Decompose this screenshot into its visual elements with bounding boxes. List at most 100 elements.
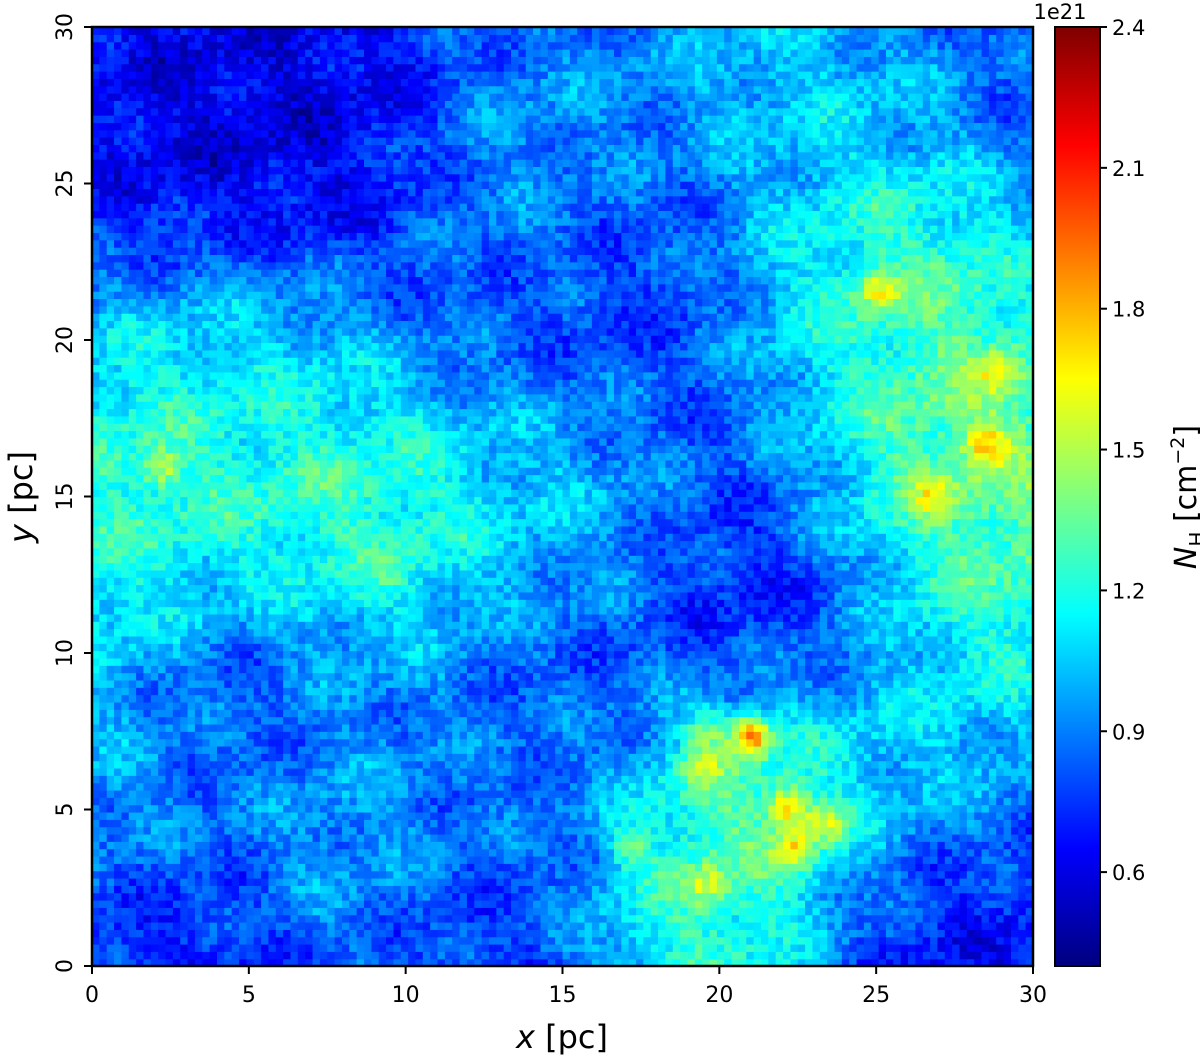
heatmap-cell [952, 738, 961, 747]
heatmap-cell [555, 679, 564, 688]
heatmap-cell [459, 789, 468, 798]
heatmap-cell [216, 731, 225, 740]
heatmap-cell [341, 958, 350, 967]
heatmap-cell [621, 767, 630, 776]
heatmap-cell [805, 738, 814, 747]
heatmap-cell [319, 826, 328, 835]
heatmap-cell [106, 863, 115, 872]
heatmap-cell [849, 782, 858, 791]
heatmap-cell [99, 921, 108, 930]
heatmap-cell [128, 672, 137, 681]
heatmap-cell [533, 951, 542, 960]
heatmap-cell [297, 921, 306, 930]
heatmap-cell [1003, 848, 1012, 857]
heatmap-cell [621, 848, 630, 857]
heatmap-cell [996, 687, 1005, 696]
heatmap-cell [533, 943, 542, 952]
heatmap-cell [408, 679, 417, 688]
heatmap-cell [812, 716, 821, 725]
heatmap-cell [1025, 679, 1034, 688]
heatmap-cell [775, 826, 784, 835]
heatmap-cell [246, 797, 255, 806]
heatmap-cell [863, 804, 872, 813]
heatmap-cell [584, 826, 593, 835]
heatmap-cell [415, 753, 424, 762]
heatmap-cell [797, 943, 806, 952]
heatmap-cell [797, 877, 806, 886]
heatmap-cell [893, 760, 902, 769]
heatmap-cell [716, 826, 725, 835]
heatmap-cell [680, 804, 689, 813]
heatmap-cell [1003, 694, 1012, 703]
heatmap-cell [893, 907, 902, 916]
heatmap-cell [305, 936, 314, 945]
heatmap-cell [768, 723, 777, 732]
heatmap-cell [305, 929, 314, 938]
heatmap-cell [988, 885, 997, 894]
heatmap-cell [636, 826, 644, 835]
heatmap-cell [555, 921, 564, 930]
heatmap-cell [709, 738, 718, 747]
heatmap-cell [378, 687, 387, 696]
heatmap-cell [628, 723, 637, 732]
heatmap-cell [466, 782, 475, 791]
heatmap-cell [1018, 731, 1027, 740]
heatmap-cell [349, 899, 358, 908]
heatmap-cell [584, 753, 593, 762]
heatmap-cell [334, 789, 343, 798]
heatmap-cell [599, 782, 608, 791]
heatmap-cell [922, 797, 931, 806]
heatmap-cell [665, 870, 674, 879]
heatmap-cell [584, 738, 593, 747]
heatmap-cell [775, 899, 784, 908]
heatmap-cell [724, 811, 733, 820]
heatmap-cell [481, 767, 490, 776]
heatmap-cell [797, 855, 806, 864]
heatmap-cell [812, 709, 821, 718]
heatmap-cell [312, 716, 321, 725]
heatmap-cell [966, 760, 975, 769]
heatmap-cell [900, 848, 909, 857]
heatmap-cell [143, 797, 152, 806]
heatmap-cell [1003, 892, 1012, 901]
heatmap-cell [547, 775, 556, 784]
heatmap-cell [496, 723, 505, 732]
heatmap-cell [974, 841, 983, 850]
heatmap-cell [650, 943, 659, 952]
heatmap-cell [937, 767, 946, 776]
heatmap-cell [459, 899, 468, 908]
heatmap-cell [246, 745, 255, 754]
heatmap-cell [959, 833, 968, 842]
heatmap-cell [694, 892, 703, 901]
heatmap-cell [349, 943, 358, 952]
heatmap-cell [136, 745, 145, 754]
heatmap-cell [349, 841, 358, 850]
heatmap-cell [599, 775, 608, 784]
heatmap-cell [915, 797, 924, 806]
heatmap-cell [952, 921, 961, 930]
heatmap-cell [569, 760, 578, 769]
heatmap-cell [165, 951, 174, 960]
heatmap-cell [452, 899, 461, 908]
heatmap-cell [908, 789, 916, 798]
heatmap-cell [216, 709, 225, 718]
heatmap-cell [643, 701, 652, 710]
heatmap-cell [569, 855, 578, 864]
heatmap-cell [680, 716, 689, 725]
heatmap-cell [606, 899, 615, 908]
heatmap-cell [253, 841, 262, 850]
heatmap-cell [827, 760, 836, 769]
heatmap-cell [114, 775, 122, 784]
heatmap-cell [937, 914, 946, 923]
heatmap-cell [488, 782, 497, 791]
heatmap-cell [341, 848, 350, 857]
heatmap-cell [150, 899, 159, 908]
heatmap-cell [415, 951, 424, 960]
heatmap-cell [959, 811, 968, 820]
heatmap-cell [952, 745, 961, 754]
heatmap-cell [606, 797, 615, 806]
heatmap-cell [841, 833, 850, 842]
heatmap-cell [805, 804, 814, 813]
heatmap-cell [694, 855, 703, 864]
heatmap-cell [121, 709, 130, 718]
